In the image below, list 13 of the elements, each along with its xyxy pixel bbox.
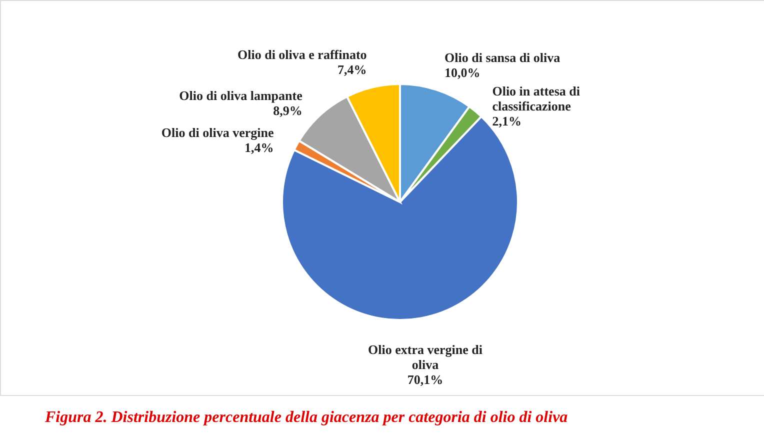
text: Figura 2. Distribuzione percentuale della giacenza per categoria di olio di oliva <box>44 409 568 426</box>
data-label: 70,1% <box>407 372 444 387</box>
data-label: 1,4% <box>244 140 274 155</box>
slice-label: Olio in attesa di classificazione <box>492 83 580 114</box>
slice-label: Olio di oliva vergine <box>161 124 274 140</box>
data-label: 10,0% <box>444 65 480 80</box>
data-label: 7,4% <box>338 62 367 77</box>
data-label: 8,9% <box>273 103 302 118</box>
data-label: 2,1% <box>492 113 522 128</box>
slice-label: Olio di oliva lampante <box>179 88 303 104</box>
slice-label: Olio extra vergine di oliva <box>368 342 483 372</box>
slice-label: Olio di sansa di oliva <box>444 50 561 66</box>
slice-label: Olio di oliva e raffinato <box>238 46 367 62</box>
